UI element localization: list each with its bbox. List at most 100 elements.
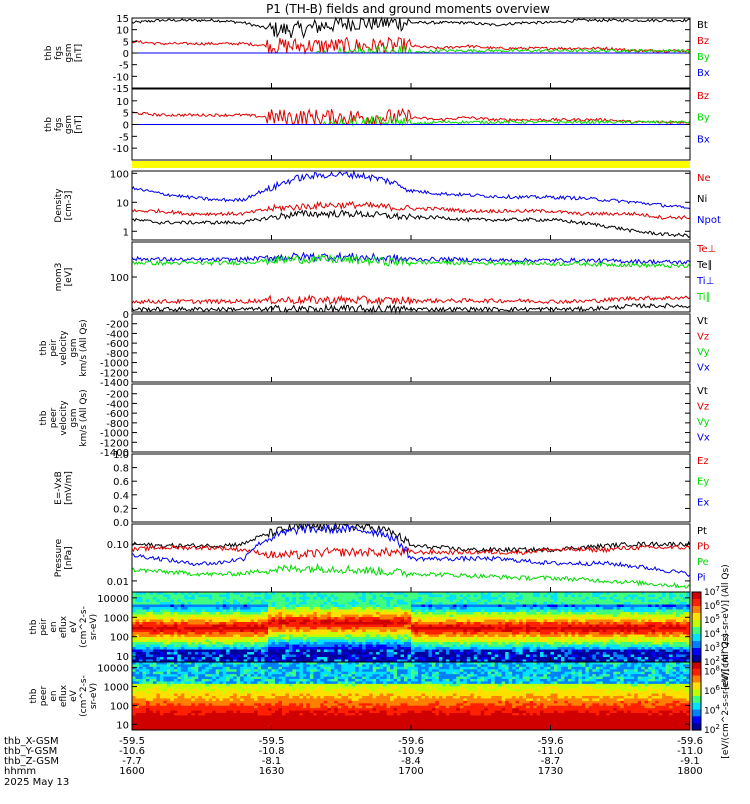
y-axis-label: thb [29,688,39,703]
y-tick-label: 1 [123,227,129,238]
y-tick-label: 100 [110,633,129,644]
y-axis-label: en [49,690,59,701]
y-tick-label: 100 [110,273,129,284]
legend-label: Ey [697,477,709,488]
y-axis-label: eV [69,689,79,702]
y-axis-label: [nPa] [64,546,74,569]
y-tick-label: 0.0 [113,518,129,529]
colorbar-tick-exponent: 2 [715,655,719,663]
legend-label: Vt [697,386,708,397]
y-axis-label: eflux [59,684,69,707]
legend-label: Bz [697,91,709,102]
legend-label: Te⊥ [696,244,716,255]
y-axis-label: E=-VxB [54,471,64,505]
y-tick-label: -5 [119,132,129,143]
legend-label: Vy [697,347,710,358]
legend-label: Vx [697,433,710,444]
colorbar-tick: 104 [704,627,720,640]
series-line-Ti∥ [132,255,690,268]
colorbar-tick-exponent: 6 [715,599,720,607]
y-tick-label: 10 [116,198,129,209]
y-tick-label: 15 [116,14,129,25]
y-axis-label: fgs [54,117,64,131]
legend-label: Pi [697,573,706,584]
y-axis-label: sr-eV) [89,614,99,640]
y-axis-label: (cm^2-s- [79,675,89,717]
colorbar-tick-exponent: 7 [715,585,719,593]
colorbar-tick: 105 [704,613,720,626]
y-tick-label: 0.8 [113,464,129,475]
y-tick-label: -10 [113,72,129,83]
y-tick-label: 0.10 [107,540,129,551]
legend-label: Ez [697,456,709,467]
colorbar-tick-base: 10 [704,630,716,640]
series-line-Pe [132,564,690,588]
legend-label: Te∥ [696,260,713,271]
y-axis-label: thb [29,619,39,634]
y-axis-label: sr-eV) [89,683,99,709]
legend-label: Ti⊥ [696,276,714,287]
series-line-Bz [132,38,690,53]
y-tick-label: 0.2 [113,504,129,515]
y-axis-label: gsm [64,43,74,62]
y-axis-label: gsm [69,408,79,427]
y-axis-label: peer [39,685,49,706]
colorbar-tick-base: 10 [704,658,716,668]
series-line-Ne [132,202,690,219]
colorbar-tick-exponent: 3 [715,641,719,649]
colorbar-tick-base: 10 [704,616,716,626]
legend-label: By [697,52,710,63]
series-line-Bt [132,18,690,38]
y-axis-label: peer [49,407,59,428]
y-axis-label: [eV] [64,268,74,287]
y-axis-label: mom3 [54,263,64,292]
colorbar-tick-base: 10 [704,602,716,612]
legend-label: Npot [697,215,721,226]
colorbar-tick-base: 10 [704,644,716,654]
y-axis-label: velocity [59,400,69,436]
legend-label: Vx [697,363,710,374]
legend-label: Vy [697,417,710,428]
y-axis-label: thb [39,340,49,355]
y-tick-label: 10 [116,652,129,663]
y-axis-label: peir [49,339,59,357]
colorbar-tick: 107 [704,585,720,598]
y-axis-label: Pressure [54,538,64,577]
y-axis-label: eV [69,620,79,633]
series-line-Ni [132,211,690,238]
legend-label: Bt [697,20,708,31]
y-tick-label: -10 [113,144,129,155]
series-line-Te⊥ [132,296,690,305]
y-axis-label: velocity [59,330,69,366]
y-tick-label: 1000 [104,613,129,624]
legend-label: Ne [697,173,711,184]
y-tick-label: 10 [116,97,129,108]
y-axis-label: km/s (All Qs) [79,389,89,446]
y-tick-label: 0 [123,49,129,60]
y-axis-label: [mV/m] [64,471,74,505]
y-axis-label: eflux [59,615,69,638]
legend-label: Vz [697,332,709,343]
y-axis-label: thb [39,410,49,425]
y-tick-label: 1.0 [113,450,129,461]
y-axis-label: km/s (All Qs) [79,319,89,376]
series-line-Pt [132,524,690,552]
y-axis-label: [nT] [74,44,84,62]
colorbar-tick-exponent: 5 [715,613,719,621]
y-tick-label: 0.01 [107,577,129,588]
y-tick-label: 5 [123,37,129,48]
y-tick-label: 0 [123,121,129,132]
legend-label: Pt [697,526,707,537]
legend-label: By [697,113,710,124]
legend-label: Ti∥ [696,292,711,303]
legend-label: Ni [697,194,707,205]
y-axis-label: gsm [64,115,74,134]
panel-4: mom3[eV] Te⊥ Te∥ Ti⊥ Ti∥ 100 [54,242,716,312]
